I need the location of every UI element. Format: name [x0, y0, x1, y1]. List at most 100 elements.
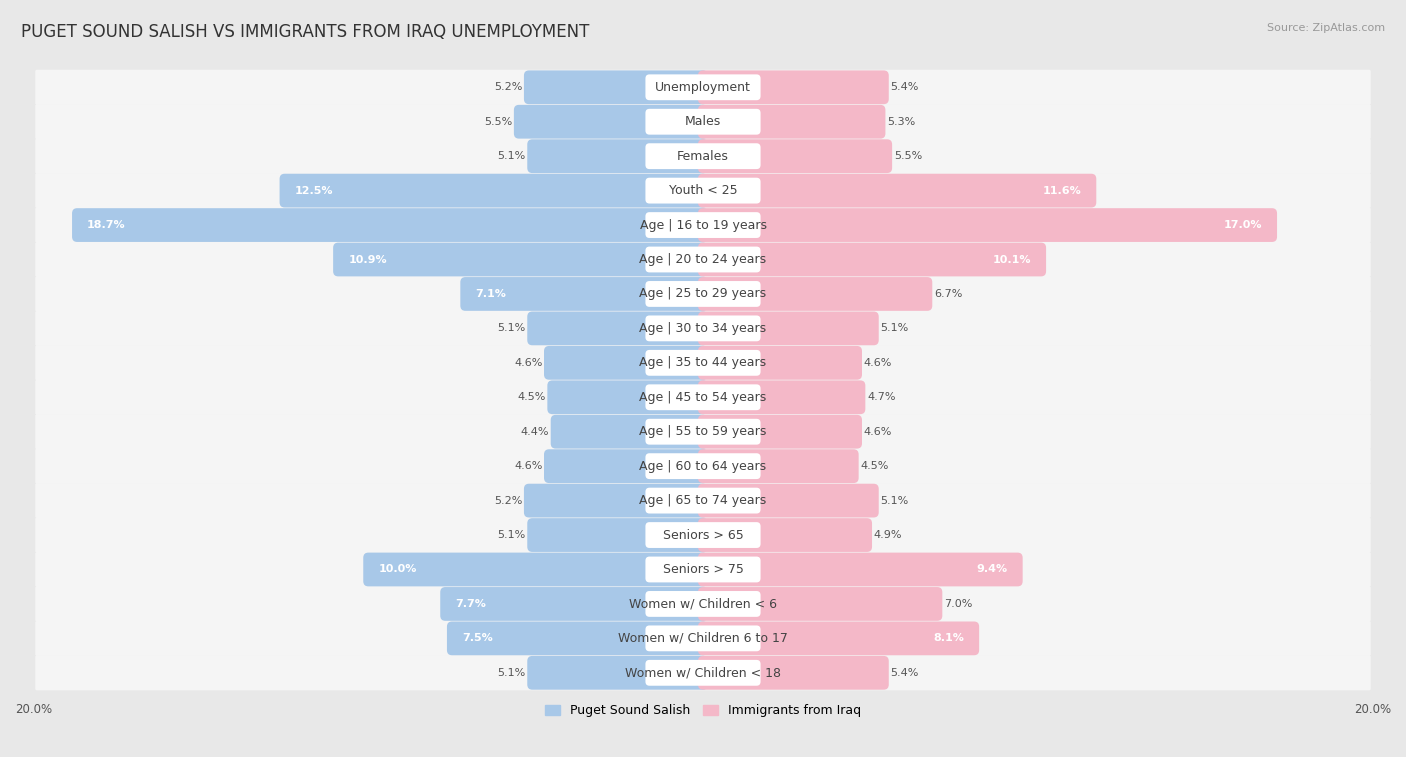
- Text: 4.4%: 4.4%: [520, 427, 548, 437]
- Text: 4.5%: 4.5%: [517, 392, 546, 402]
- Text: Age | 16 to 19 years: Age | 16 to 19 years: [640, 219, 766, 232]
- Text: 5.3%: 5.3%: [887, 117, 915, 126]
- Text: 5.5%: 5.5%: [484, 117, 512, 126]
- Text: 4.6%: 4.6%: [515, 358, 543, 368]
- FancyBboxPatch shape: [527, 519, 709, 552]
- Text: 5.1%: 5.1%: [498, 668, 526, 678]
- FancyBboxPatch shape: [697, 174, 1097, 207]
- FancyBboxPatch shape: [460, 277, 709, 311]
- FancyBboxPatch shape: [645, 247, 761, 273]
- FancyBboxPatch shape: [35, 276, 1371, 312]
- FancyBboxPatch shape: [697, 450, 859, 483]
- FancyBboxPatch shape: [697, 208, 1277, 242]
- FancyBboxPatch shape: [645, 419, 761, 444]
- FancyBboxPatch shape: [551, 415, 709, 449]
- Text: 5.5%: 5.5%: [894, 151, 922, 161]
- FancyBboxPatch shape: [645, 625, 761, 651]
- FancyBboxPatch shape: [547, 381, 709, 414]
- FancyBboxPatch shape: [544, 450, 709, 483]
- FancyBboxPatch shape: [72, 208, 709, 242]
- Text: 6.7%: 6.7%: [934, 289, 962, 299]
- Text: Unemployment: Unemployment: [655, 81, 751, 94]
- Text: 10.0%: 10.0%: [378, 565, 416, 575]
- FancyBboxPatch shape: [544, 346, 709, 380]
- FancyBboxPatch shape: [645, 453, 761, 479]
- FancyBboxPatch shape: [645, 178, 761, 204]
- Text: PUGET SOUND SALISH VS IMMIGRANTS FROM IRAQ UNEMPLOYMENT: PUGET SOUND SALISH VS IMMIGRANTS FROM IR…: [21, 23, 589, 41]
- Text: 8.1%: 8.1%: [934, 634, 965, 643]
- FancyBboxPatch shape: [697, 381, 865, 414]
- Text: Women w/ Children < 18: Women w/ Children < 18: [626, 666, 780, 679]
- FancyBboxPatch shape: [645, 143, 761, 169]
- Text: Age | 60 to 64 years: Age | 60 to 64 years: [640, 459, 766, 472]
- FancyBboxPatch shape: [35, 621, 1371, 656]
- FancyBboxPatch shape: [645, 109, 761, 135]
- FancyBboxPatch shape: [440, 587, 709, 621]
- FancyBboxPatch shape: [35, 173, 1371, 208]
- FancyBboxPatch shape: [35, 242, 1371, 277]
- Text: 10.9%: 10.9%: [349, 254, 387, 264]
- Text: 5.1%: 5.1%: [498, 530, 526, 540]
- FancyBboxPatch shape: [697, 656, 889, 690]
- FancyBboxPatch shape: [645, 591, 761, 617]
- FancyBboxPatch shape: [697, 312, 879, 345]
- Text: 18.7%: 18.7%: [87, 220, 125, 230]
- FancyBboxPatch shape: [697, 484, 879, 518]
- Text: 11.6%: 11.6%: [1042, 185, 1081, 195]
- FancyBboxPatch shape: [35, 207, 1371, 243]
- FancyBboxPatch shape: [697, 621, 979, 656]
- FancyBboxPatch shape: [35, 449, 1371, 484]
- FancyBboxPatch shape: [645, 281, 761, 307]
- FancyBboxPatch shape: [697, 139, 893, 173]
- Text: 5.1%: 5.1%: [498, 323, 526, 333]
- Text: Age | 35 to 44 years: Age | 35 to 44 years: [640, 357, 766, 369]
- FancyBboxPatch shape: [527, 139, 709, 173]
- FancyBboxPatch shape: [35, 104, 1371, 139]
- FancyBboxPatch shape: [645, 660, 761, 686]
- Text: Women w/ Children < 6: Women w/ Children < 6: [628, 597, 778, 610]
- FancyBboxPatch shape: [35, 139, 1371, 174]
- Text: 5.2%: 5.2%: [494, 83, 522, 92]
- Text: Age | 25 to 29 years: Age | 25 to 29 years: [640, 288, 766, 301]
- FancyBboxPatch shape: [697, 277, 932, 311]
- Text: Females: Females: [678, 150, 728, 163]
- Text: 17.0%: 17.0%: [1223, 220, 1263, 230]
- Text: 10.1%: 10.1%: [993, 254, 1031, 264]
- Text: 4.5%: 4.5%: [860, 461, 889, 471]
- Text: 5.4%: 5.4%: [890, 668, 918, 678]
- FancyBboxPatch shape: [645, 488, 761, 513]
- FancyBboxPatch shape: [645, 522, 761, 548]
- Text: Age | 55 to 59 years: Age | 55 to 59 years: [640, 425, 766, 438]
- FancyBboxPatch shape: [697, 105, 886, 139]
- FancyBboxPatch shape: [527, 656, 709, 690]
- Text: 5.1%: 5.1%: [498, 151, 526, 161]
- Text: 5.4%: 5.4%: [890, 83, 918, 92]
- Text: Women w/ Children 6 to 17: Women w/ Children 6 to 17: [619, 632, 787, 645]
- Text: Age | 30 to 34 years: Age | 30 to 34 years: [640, 322, 766, 335]
- FancyBboxPatch shape: [447, 621, 709, 656]
- FancyBboxPatch shape: [35, 414, 1371, 450]
- Text: Seniors > 65: Seniors > 65: [662, 528, 744, 541]
- FancyBboxPatch shape: [35, 552, 1371, 587]
- FancyBboxPatch shape: [513, 105, 709, 139]
- FancyBboxPatch shape: [363, 553, 709, 587]
- Legend: Puget Sound Salish, Immigrants from Iraq: Puget Sound Salish, Immigrants from Iraq: [540, 699, 866, 722]
- FancyBboxPatch shape: [527, 312, 709, 345]
- FancyBboxPatch shape: [697, 346, 862, 380]
- Text: 12.5%: 12.5%: [295, 185, 333, 195]
- Text: Youth < 25: Youth < 25: [669, 184, 737, 197]
- Text: 4.6%: 4.6%: [863, 427, 891, 437]
- FancyBboxPatch shape: [697, 70, 889, 104]
- Text: 5.2%: 5.2%: [494, 496, 522, 506]
- Text: 4.9%: 4.9%: [873, 530, 903, 540]
- FancyBboxPatch shape: [645, 316, 761, 341]
- Text: 9.4%: 9.4%: [977, 565, 1008, 575]
- Text: 7.1%: 7.1%: [475, 289, 506, 299]
- FancyBboxPatch shape: [697, 553, 1022, 587]
- FancyBboxPatch shape: [645, 212, 761, 238]
- FancyBboxPatch shape: [697, 243, 1046, 276]
- Text: 4.7%: 4.7%: [868, 392, 896, 402]
- Text: 5.1%: 5.1%: [880, 496, 908, 506]
- FancyBboxPatch shape: [35, 311, 1371, 346]
- Text: 7.0%: 7.0%: [943, 599, 973, 609]
